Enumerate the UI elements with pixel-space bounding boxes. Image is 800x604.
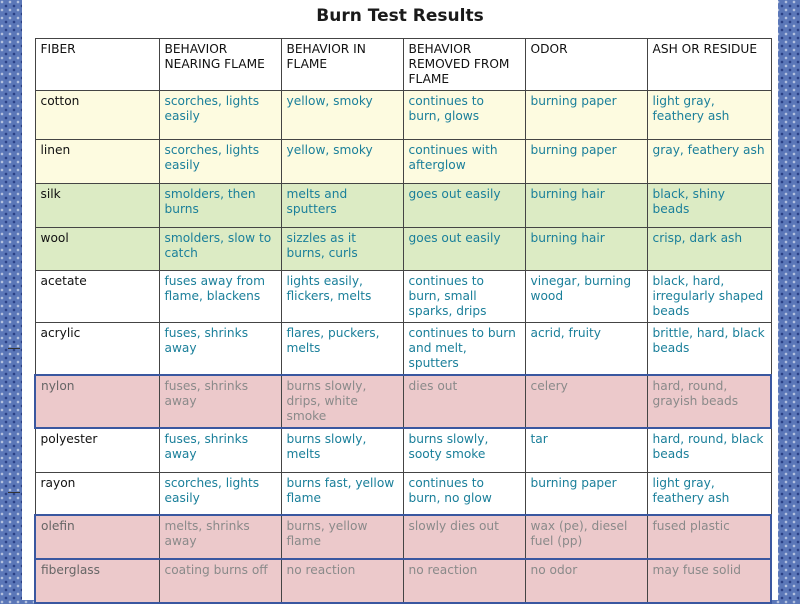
ash-cell: fused plastic — [646, 514, 772, 560]
fiber-cell: silk — [34, 183, 160, 228]
col-header-odor: ODOR — [524, 38, 648, 91]
header-row: FIBER BEHAVIOR NEARING FLAME BEHAVIOR IN… — [34, 38, 772, 91]
table-row: nylon fuses, shrinks away burns slowly, … — [34, 374, 772, 429]
fiber-cell: wool — [34, 227, 160, 271]
margin-tick-mark — [8, 492, 20, 493]
in-flame-cell: burns, yellow flame — [280, 514, 404, 560]
col-header-nearing-flame: BEHAVIOR NEARING FLAME — [158, 38, 282, 91]
fiber-cell: cotton — [34, 90, 160, 140]
odor-cell: burning paper — [524, 90, 648, 140]
removed-from-flame-cell: continues with afterglow — [402, 139, 526, 184]
odor-cell: wax (pe), diesel fuel (pp) — [524, 514, 648, 560]
removed-from-flame-cell: goes out easily — [402, 227, 526, 271]
removed-from-flame-cell: continues to burn, glows — [402, 90, 526, 140]
nearing-flame-cell: smolders, then burns — [158, 183, 282, 228]
table-row: olefin melts, shrinks away burns, yellow… — [34, 514, 772, 560]
nearing-flame-cell: scorches, lights easily — [158, 471, 282, 516]
removed-from-flame-cell: dies out — [402, 374, 526, 429]
nearing-flame-cell: melts, shrinks away — [158, 514, 282, 560]
fiber-cell: rayon — [34, 471, 160, 516]
ash-cell: brittle, hard, black beads — [646, 322, 772, 376]
removed-from-flame-cell: goes out easily — [402, 183, 526, 228]
in-flame-cell: yellow, smoky — [280, 90, 404, 140]
fiber-cell: acetate — [34, 270, 160, 323]
ash-cell: light gray, feathery ash — [646, 90, 772, 140]
nearing-flame-cell: fuses away from flame, blackens — [158, 270, 282, 323]
fiber-cell: fiberglass — [34, 558, 160, 604]
in-flame-cell: flares, puckers, melts — [280, 322, 404, 376]
fiber-cell: linen — [34, 139, 160, 184]
in-flame-cell: sizzles as it burns, curls — [280, 227, 404, 271]
table-row: polyester fuses, shrinks away burns slow… — [34, 427, 772, 473]
table-row: linen scorches, lights easily yellow, sm… — [34, 139, 772, 184]
nearing-flame-cell: fuses, shrinks away — [158, 374, 282, 429]
nearing-flame-cell: coating burns off — [158, 558, 282, 604]
removed-from-flame-cell: continues to burn, no glow — [402, 471, 526, 516]
table-row: cotton scorches, lights easily yellow, s… — [34, 90, 772, 140]
odor-cell: no odor — [524, 558, 648, 604]
document-page: Burn Test Results FIBER BEHAVIOR NEARING… — [22, 0, 778, 604]
ash-cell: black, hard, irregularly shaped beads — [646, 270, 772, 323]
in-flame-cell: no reaction — [280, 558, 404, 604]
in-flame-cell: melts and sputters — [280, 183, 404, 228]
ash-cell: hard, round, grayish beads — [646, 374, 772, 429]
odor-cell: burning paper — [524, 471, 648, 516]
col-header-fiber: FIBER — [34, 38, 160, 91]
ash-cell: crisp, dark ash — [646, 227, 772, 271]
nearing-flame-cell: scorches, lights easily — [158, 139, 282, 184]
fiber-cell: acrylic — [34, 322, 160, 376]
ash-cell: hard, round, black beads — [646, 427, 772, 473]
odor-cell: burning paper — [524, 139, 648, 184]
odor-cell: vinegar, burning wood — [524, 270, 648, 323]
nearing-flame-cell: smolders, slow to catch — [158, 227, 282, 271]
page-title: Burn Test Results — [316, 6, 484, 26]
col-header-removed-from-flame: BEHAVIOR REMOVED FROM FLAME — [402, 38, 526, 91]
odor-cell: acrid, fruity — [524, 322, 648, 376]
col-header-in-flame: BEHAVIOR IN FLAME — [280, 38, 404, 91]
in-flame-cell: lights easily, flickers, melts — [280, 270, 404, 323]
nearing-flame-cell: scorches, lights easily — [158, 90, 282, 140]
fiber-cell: polyester — [34, 427, 160, 473]
removed-from-flame-cell: continues to burn, small sparks, drips — [402, 270, 526, 323]
ash-cell: light gray, feathery ash — [646, 471, 772, 516]
in-flame-cell: burns slowly, drips, white smoke — [280, 374, 404, 429]
fiber-cell: nylon — [34, 374, 160, 429]
removed-from-flame-cell: continues to burn and melt, sputters — [402, 322, 526, 376]
in-flame-cell: burns slowly, melts — [280, 427, 404, 473]
table-row: acetate fuses away from flame, blackens … — [34, 270, 772, 323]
odor-cell: burning hair — [524, 183, 648, 228]
ash-cell: gray, feathery ash — [646, 139, 772, 184]
nearing-flame-cell: fuses, shrinks away — [158, 427, 282, 473]
in-flame-cell: burns fast, yellow flame — [280, 471, 404, 516]
removed-from-flame-cell: no reaction — [402, 558, 526, 604]
margin-tick-mark — [8, 348, 20, 349]
ash-cell: black, shiny beads — [646, 183, 772, 228]
table-row: wool smolders, slow to catch sizzles as … — [34, 227, 772, 271]
table-row: acrylic fuses, shrinks away flares, puck… — [34, 322, 772, 376]
ash-cell: may fuse solid — [646, 558, 772, 604]
col-header-ash-residue: ASH OR RESIDUE — [646, 38, 772, 91]
removed-from-flame-cell: slowly dies out — [402, 514, 526, 560]
odor-cell: celery — [524, 374, 648, 429]
table-row: fiberglass coating burns off no reaction… — [34, 558, 772, 604]
burn-test-table: FIBER BEHAVIOR NEARING FLAME BEHAVIOR IN… — [34, 38, 772, 604]
removed-from-flame-cell: burns slowly, sooty smoke — [402, 427, 526, 473]
in-flame-cell: yellow, smoky — [280, 139, 404, 184]
odor-cell: tar — [524, 427, 648, 473]
fiber-cell: olefin — [34, 514, 160, 560]
odor-cell: burning hair — [524, 227, 648, 271]
nearing-flame-cell: fuses, shrinks away — [158, 322, 282, 376]
table-row: silk smolders, then burns melts and sput… — [34, 183, 772, 228]
table-row: rayon scorches, lights easily burns fast… — [34, 471, 772, 516]
